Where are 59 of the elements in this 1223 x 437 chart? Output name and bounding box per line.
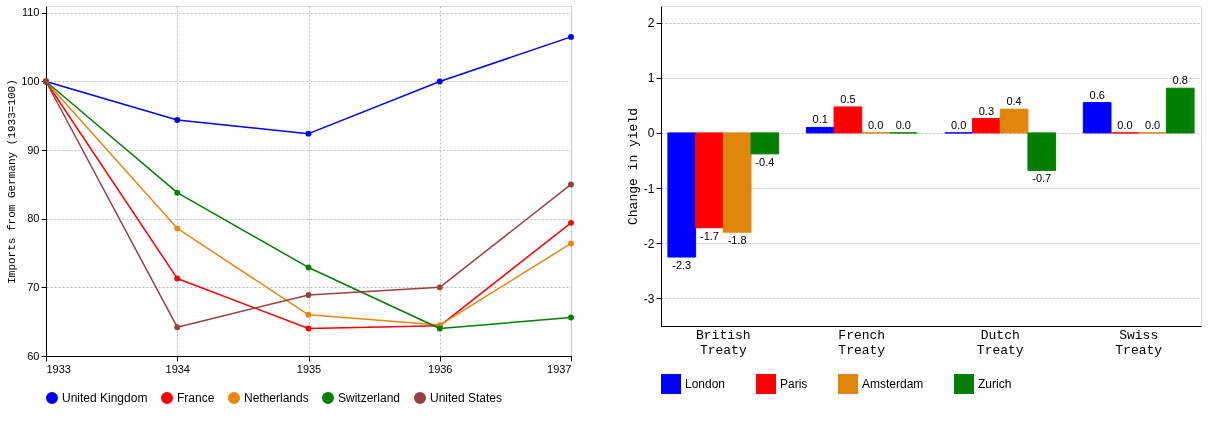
legend-label: Zurich [978,377,1012,391]
data-label: 0.0 [867,118,884,131]
x-tick-label: 1934 [165,362,190,375]
legend-label: Paris [780,377,808,391]
data-label: 0.0 [1144,118,1161,131]
y-tick-label: -1 [643,181,655,196]
x-tick-label: British Treaty [696,327,751,358]
x-tick-label: 1933 [46,362,71,375]
x-tick-label: Swiss Treaty [1115,327,1163,358]
bar [972,118,1001,134]
data-label: -1.7 [699,229,719,242]
x-tick-label: 1935 [296,362,322,375]
x-tick-label: Dutch Treaty [976,327,1024,358]
data-label: -1.8 [727,234,747,247]
legend-label: Amsterdam [862,377,924,391]
bar [1082,102,1112,134]
y-axis-title: Change in yield [625,107,641,226]
y-tick-label: 80 [27,212,40,225]
bar [722,132,752,233]
x-tick-label: 1936 [428,362,453,375]
data-label: 0.0 [895,118,911,131]
bar [999,108,1029,134]
data-label: 0.5 [840,92,856,105]
y-tick-label: 60 [27,349,40,362]
y-tick-label: 70 [27,280,40,293]
legend-label: Netherlands [244,391,309,405]
y-tick-label: 110 [21,6,40,19]
y-tick-label: -3 [643,291,655,306]
legend-label: United States [430,391,503,405]
data-label: 0.1 [812,113,828,126]
legend-label: France [177,391,215,405]
y-axis-title: Imports from Germany (1933=100) [6,79,19,284]
data-label: 0.0 [951,118,967,131]
data-label: 0.3 [978,104,995,117]
data-label: 0.8 [1172,74,1188,87]
y-tick-label: 1 [647,71,655,86]
bar [750,132,780,155]
data-label: -0.7 [1032,172,1052,185]
legend-label: United Kingdom [62,391,148,405]
bar [833,106,863,134]
data-label: 0.4 [1006,95,1022,108]
y-tick-label: 100 [21,74,40,87]
bar [1027,132,1057,171]
bar [805,126,835,134]
bar [695,132,724,229]
data-label: -2.3 [672,259,692,272]
y-tick-label: 90 [27,143,40,156]
bar [667,132,697,258]
legend-label: London [685,377,726,391]
bar [1165,87,1195,134]
x-tick-label: 1937 [547,362,572,375]
y-tick-label: -2 [643,236,655,251]
data-label: -0.4 [755,155,775,168]
data-label: 0.0 [1117,118,1133,131]
legend-label: Switzerland [338,391,401,405]
y-tick-label: 2 [647,16,655,31]
y-tick-label: 0 [647,126,655,141]
x-tick-label: French Treaty [838,327,886,358]
data-label: 0.6 [1089,88,1105,101]
